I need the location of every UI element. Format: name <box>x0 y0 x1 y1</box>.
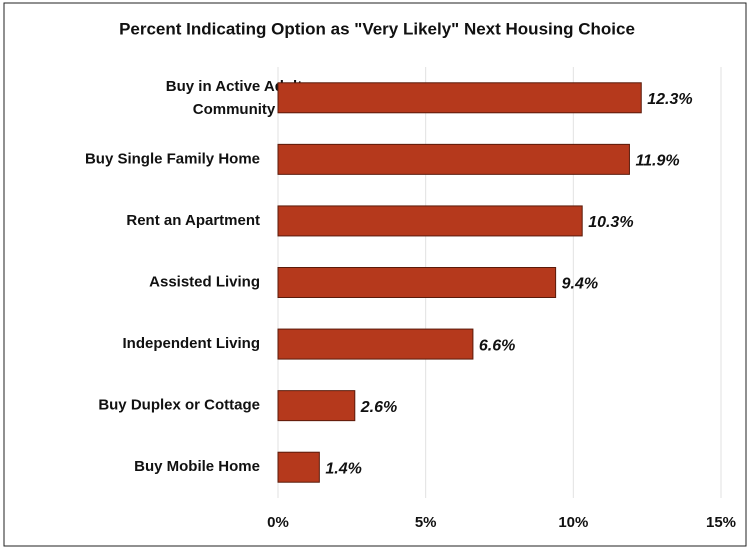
data-label: 11.9% <box>635 153 679 170</box>
y-tick-label: Independent Living <box>123 335 261 352</box>
chart-title: Percent Indicating Option as "Very Likel… <box>119 19 635 38</box>
y-tick-label: Assisted Living <box>149 273 260 290</box>
y-tick-label: Buy Duplex or Cottage <box>98 397 260 414</box>
y-tick-label: Buy in Active Adult Community <box>166 78 302 118</box>
bar <box>277 82 642 114</box>
bar <box>277 451 320 483</box>
data-label: 12.3% <box>647 91 692 108</box>
bar <box>277 328 474 360</box>
x-tick-label: 15% <box>706 514 736 531</box>
data-label: 9.4% <box>562 276 598 293</box>
data-label: 1.4% <box>325 460 361 477</box>
data-label: 10.3% <box>588 214 633 231</box>
data-label: 2.6% <box>360 399 397 416</box>
y-tick-label: Buy Single Family Home <box>85 150 260 167</box>
x-tick-label: 0% <box>267 514 289 531</box>
bar <box>277 390 356 422</box>
data-label: 6.6% <box>479 337 515 354</box>
bar <box>277 143 630 175</box>
x-tick-label: 10% <box>558 514 588 531</box>
bar <box>277 205 583 237</box>
y-tick-label: Rent an Apartment <box>126 212 260 229</box>
x-tick-label: 5% <box>415 514 437 531</box>
y-tick-label: Buy Mobile Home <box>134 458 260 475</box>
bar <box>277 267 557 298</box>
